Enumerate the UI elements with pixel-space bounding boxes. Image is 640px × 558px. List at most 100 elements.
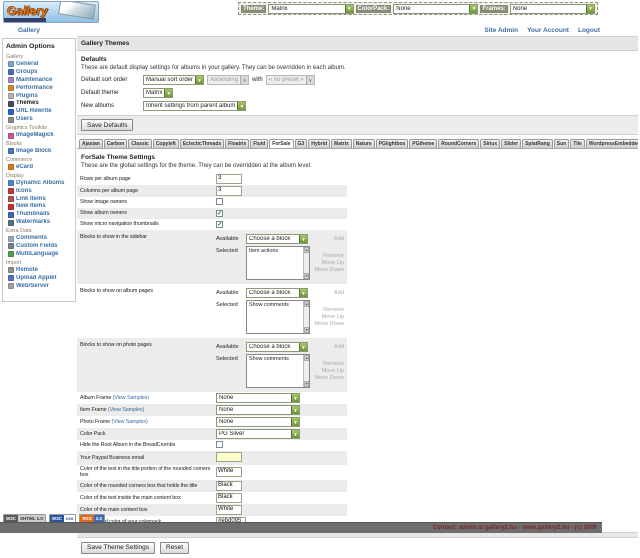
tab-roundcorners[interactable]: RoundCorners [438, 139, 480, 148]
move-up-button[interactable]: Move Up [321, 314, 344, 320]
checkbox-unchecked[interactable] [216, 441, 223, 448]
selected-blocks-listbox[interactable]: Show comments [246, 300, 310, 334]
listbox-scrollbar[interactable] [303, 355, 309, 387]
text-input-your-paypal-business-email[interactable] [216, 452, 242, 462]
tab-sun[interactable]: Sun [553, 139, 570, 148]
select-inherit-settings-from-parent-album[interactable]: Inherit settings from parent album [143, 101, 247, 111]
selected-blocks-listbox[interactable]: Item actions [246, 246, 310, 280]
reset-button[interactable]: Reset [160, 541, 190, 554]
choose-block-select[interactable]: Choose a block [246, 342, 308, 352]
tab-forsale[interactable]: ForSale [269, 139, 294, 148]
frames-select[interactable]: None [509, 3, 595, 14]
choose-block-select[interactable]: Choose a block [246, 234, 308, 244]
tab-copyleft[interactable]: Copyleft [152, 139, 179, 148]
sidebar-item-watermarks[interactable]: Watermarks [8, 219, 75, 226]
sidebar-item-groups[interactable]: Groups [8, 69, 75, 76]
top-link-logout[interactable]: Logout [577, 27, 600, 34]
move-down-button[interactable]: Move Down [314, 267, 344, 273]
sidebar-item-custom-fields[interactable]: Custom Fields [8, 243, 75, 250]
sidebar-item-dynamic-albums[interactable]: Dynamic Albums [8, 180, 75, 187]
sidebar-item-users[interactable]: Users [8, 116, 75, 123]
sidebar-item-image-block[interactable]: Image Block [8, 148, 75, 155]
save-theme-settings-button[interactable]: Save Theme Settings [81, 541, 156, 554]
checkbox-checked[interactable] [216, 221, 223, 228]
save-defaults-button[interactable]: Save Defaults [81, 119, 134, 131]
sidebar-item-plugins[interactable]: Plugins [8, 93, 75, 100]
add-button[interactable]: Add [334, 344, 344, 350]
selected-blocks-listbox[interactable]: Show comments [246, 354, 310, 388]
select-matrix[interactable]: Matrix [143, 88, 174, 98]
tab-floatrix[interactable]: Floatrix [225, 139, 250, 148]
sidebar-item-maintenance[interactable]: Maintenance [8, 77, 75, 84]
remove-button[interactable]: Remove [323, 307, 344, 313]
tab-matrix[interactable]: Matrix [331, 139, 352, 148]
listbox-item[interactable]: Show comments [249, 302, 289, 308]
tab-classic[interactable]: Classic [128, 139, 152, 148]
tab-pgtheme[interactable]: PGtheme [409, 139, 438, 148]
listbox-item[interactable]: Show comments [249, 356, 289, 362]
tab-splatrang[interactable]: SplatRang [522, 139, 553, 148]
tab-tile[interactable]: Tile [570, 139, 585, 148]
checkbox-checked[interactable] [216, 210, 223, 217]
sidebar-item-imagemagick[interactable]: ImageMagick [8, 132, 75, 139]
top-link-site-admin[interactable]: Site Admin [484, 27, 519, 34]
choose-block-select[interactable]: Choose a block [246, 288, 308, 298]
sidebar-item-multilanguage[interactable]: MultiLanguage [8, 251, 75, 258]
colorpack-select[interactable]: None [393, 3, 479, 14]
view-samples-link[interactable]: (View Samples) [111, 418, 148, 425]
listbox-scrollbar[interactable] [303, 247, 309, 279]
tab-eclecticthreads[interactable]: EclecticThreads [179, 139, 225, 148]
tab-ajaxian[interactable]: Ajaxian [79, 139, 103, 148]
add-button[interactable]: Add [334, 236, 344, 242]
sidebar-item-thumbnails[interactable]: Thumbnails [8, 211, 75, 218]
view-samples-link[interactable]: (View Samples) [107, 406, 145, 413]
text-input-color-of-the-rounded-corners-box-that-holds-the-title[interactable]: Black [216, 480, 242, 491]
scroll-down-icon[interactable] [304, 273, 309, 279]
remove-button[interactable]: Remove [323, 361, 344, 367]
tab-wordpressembedded[interactable]: WordpressEmbedded [585, 139, 638, 148]
listbox-item[interactable]: Item actions [249, 248, 279, 254]
text-input-rows-per-album-page[interactable]: 3 [216, 174, 242, 184]
scroll-down-icon[interactable] [304, 327, 309, 333]
sidebar-item-link-items[interactable]: Link Items [8, 196, 75, 203]
sidebar-item-performance[interactable]: Performance [8, 85, 75, 92]
select-pg-silver[interactable]: PG Silver [216, 429, 300, 439]
scroll-up-icon[interactable] [304, 355, 309, 361]
add-button[interactable]: Add [334, 290, 344, 296]
sidebar-item-upload-applet[interactable]: Upload Applet [8, 275, 75, 282]
sidebar-item-web-server[interactable]: Web/Server [8, 283, 75, 290]
remove-button[interactable]: Remove [323, 253, 344, 259]
listbox-scrollbar[interactable] [303, 301, 309, 333]
sidebar-item-new-items[interactable]: New Items [8, 203, 75, 210]
move-down-button[interactable]: Move Down [314, 321, 344, 327]
scroll-up-icon[interactable] [304, 301, 309, 307]
checkbox-unchecked[interactable] [216, 198, 223, 205]
tab-siriux[interactable]: Siriux [480, 139, 501, 148]
sidebar-item-remote[interactable]: Remote [8, 267, 75, 274]
tab-slider[interactable]: Slider [501, 139, 522, 148]
sidebar-item-themes[interactable]: Themes [8, 100, 75, 107]
sidebar-item-url-rewrite[interactable]: URL Rewrite [8, 108, 75, 115]
tab-carbon[interactable]: Carbon [103, 139, 128, 148]
tab-fluid[interactable]: Fluid [250, 139, 269, 148]
move-up-button[interactable]: Move Up [321, 260, 344, 266]
text-input-color-of-the-text-in-the-title-portion-of-the-rounded-corners-box[interactable]: White [216, 467, 242, 478]
text-input-color-of-the-text-inside-the-main-content-box[interactable]: Black [216, 492, 242, 503]
text-input-color-of-the-main-content-box[interactable]: White [216, 504, 242, 515]
tab-nature[interactable]: Nature [352, 139, 375, 148]
top-link-your-account[interactable]: Your Account [527, 27, 569, 34]
select-none[interactable]: None [216, 393, 300, 403]
move-up-button[interactable]: Move Up [321, 368, 344, 374]
select-none[interactable]: None [216, 405, 300, 415]
tab-pglightbox[interactable]: PGlightbox [375, 139, 409, 148]
scroll-up-icon[interactable] [304, 247, 309, 253]
tab-g3[interactable]: G3 [294, 139, 308, 148]
move-down-button[interactable]: Move Down [314, 375, 344, 381]
select-none[interactable]: None [216, 417, 300, 427]
theme-select[interactable]: Matrix [268, 3, 354, 14]
tab-hybrid[interactable]: Hybrid [308, 139, 331, 148]
view-samples-link[interactable]: (View Samples) [112, 394, 149, 401]
sidebar-item-general[interactable]: General [8, 61, 75, 68]
select-manual-sort-order[interactable]: Manual sort order [143, 75, 205, 85]
gallery-logo[interactable]: Gallery [3, 1, 99, 23]
